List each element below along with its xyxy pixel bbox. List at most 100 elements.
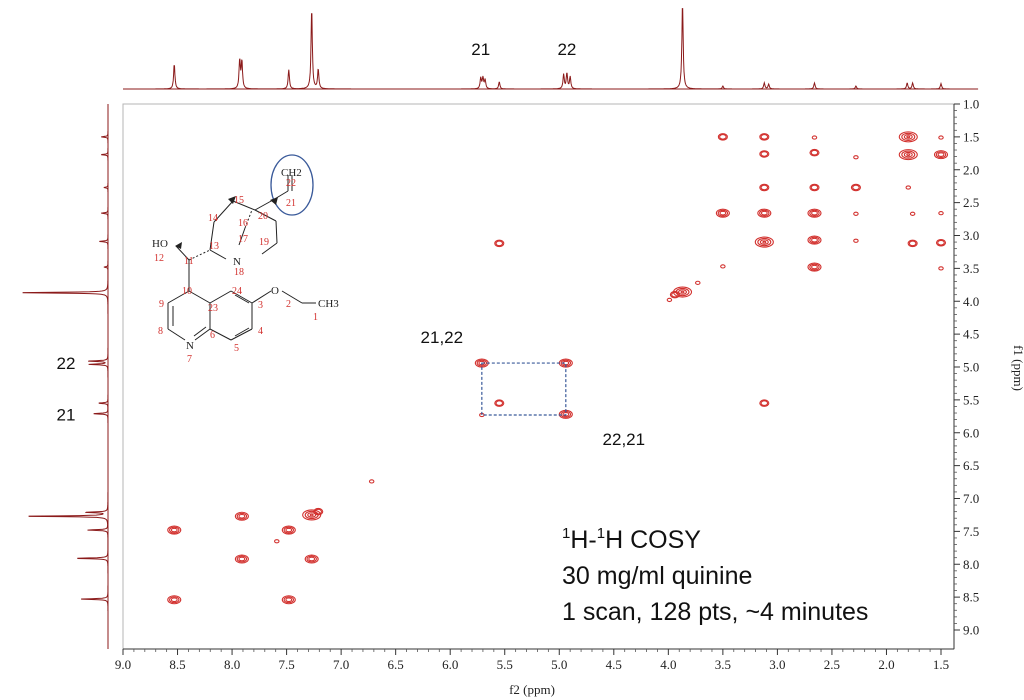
atom-num-2: 2 [286, 299, 291, 310]
cross-peak [666, 297, 673, 303]
info-line-1: 1H-1H COSY [562, 525, 701, 554]
atom-num-7: 7 [187, 354, 192, 365]
atom-num-22: 22 [286, 178, 296, 189]
cross-peak [807, 235, 822, 245]
y-axis: 1.0 1.5 2.0 2.5 3.0 3.5 4.0 4.5 5.0 5.5 6.0 6.5 7.0 7… [953, 97, 979, 649]
plot-frame [122, 103, 955, 650]
atom-num-14: 14 [208, 213, 218, 224]
cross-peak [853, 211, 859, 216]
cross-peak [935, 238, 947, 247]
cross-peak [167, 525, 182, 535]
cross-peak [850, 183, 861, 192]
atom-label-ho: HO [152, 238, 168, 250]
cross-peak [759, 183, 770, 192]
cross-peak [494, 239, 505, 248]
atom-num-10: 10 [182, 286, 192, 297]
cross-peak [907, 239, 918, 248]
atom-num-19: 19 [259, 237, 269, 248]
x-tick-label: 2.0 [878, 657, 894, 672]
y-tick-label: 7.5 [963, 524, 979, 539]
peak-annotation: 21 [471, 40, 490, 59]
atom-num-5: 5 [234, 343, 239, 354]
cross-peak [759, 150, 770, 158]
cross-peak [234, 554, 249, 564]
y-tick-label: 1.5 [963, 129, 979, 144]
x-axis: 9.0 8.5 8.0 7.5 7.0 6.5 6.0 5.5 5.0 4.5 4.0 3.5 3.0 2… [115, 648, 954, 672]
top-projection-trace [123, 8, 979, 90]
y-tick-label: 4.0 [963, 294, 979, 309]
info-rest: H COSY [605, 526, 701, 554]
x-tick-label: 8.0 [224, 657, 240, 672]
cross-peak [302, 509, 322, 521]
info-sup-2: 1 [597, 525, 605, 542]
atom-num-16: 16 [238, 218, 248, 229]
x-tick-label: 9.0 [115, 657, 131, 672]
atom-num-23: 23 [208, 303, 218, 314]
vinyl-highlight-circle [270, 154, 314, 216]
peak-annotation: 21,22 [421, 328, 464, 347]
y-tick-label: 3.0 [963, 228, 979, 243]
info-line-3: 1 scan, 128 pts, ~4 minutes [562, 598, 868, 626]
x-tick-label: 4.0 [660, 657, 676, 672]
cross-peak [759, 133, 770, 141]
x-tick-label: 2.5 [824, 657, 840, 672]
atom-label-o: O [271, 285, 279, 297]
peak-annotation: 21 [57, 405, 76, 424]
y-tick-label: 8.5 [963, 590, 979, 605]
left-projection-trace [22, 104, 109, 649]
correlation-highlight-box [481, 362, 567, 416]
x-tick-label: 6.5 [388, 657, 404, 672]
cross-peak [281, 595, 296, 605]
cross-peak [234, 511, 249, 521]
atom-num-24: 24 [232, 286, 242, 297]
info-mid: H- [570, 526, 596, 554]
cross-peak [754, 236, 774, 248]
cross-peak [494, 399, 505, 407]
cross-peak [759, 399, 770, 407]
x-tick-label: 8.5 [169, 657, 185, 672]
peak-annotation: 22 [57, 354, 76, 373]
atom-label-n2: N [186, 340, 194, 352]
cross-peak [274, 539, 280, 544]
cross-peak [933, 150, 949, 160]
y-axis-label: f1 (ppm) [1011, 345, 1024, 391]
left-projection [22, 104, 109, 649]
cross-peak [669, 290, 680, 299]
x-tick-label: 6.0 [442, 657, 458, 672]
x-tick-label: 5.5 [497, 657, 513, 672]
x-tick-label: 1.5 [933, 657, 949, 672]
x-tick-label: 4.5 [606, 657, 622, 672]
cross-peak [809, 148, 820, 157]
atom-label-ch3: CH3 [318, 298, 339, 310]
y-tick-label: 5.0 [963, 360, 979, 375]
peak-annotation: 22,21 [603, 430, 646, 449]
atom-num-9: 9 [159, 299, 164, 310]
atom-num-6: 6 [210, 330, 215, 341]
cross-peak [715, 208, 730, 218]
quinine-structure [167, 154, 316, 341]
cross-peak [811, 135, 818, 140]
y-tick-label: 1.0 [963, 97, 979, 112]
x-axis-label: f2 (ppm) [509, 682, 555, 697]
cross-peak [281, 525, 296, 535]
cross-peaks [167, 131, 949, 605]
cross-peak [720, 264, 726, 269]
cross-peak [938, 266, 944, 271]
atom-num-13: 13 [209, 241, 219, 252]
cross-peak [807, 262, 822, 272]
cross-peak [368, 479, 375, 484]
info-sup-1: 1 [562, 525, 570, 542]
structure-labels: CH2 HO N N O CH3 22 21 20 15 16 14 17 13… [152, 167, 339, 365]
atom-label-n1: N [233, 256, 241, 268]
cross-peak [807, 208, 822, 218]
cross-peak [313, 507, 324, 516]
cross-peak [304, 554, 319, 564]
atom-num-3: 3 [258, 300, 263, 311]
atom-num-17: 17 [238, 234, 248, 245]
y-tick-label: 5.5 [963, 392, 979, 407]
atom-num-18: 18 [234, 267, 244, 278]
y-tick-label: 6.0 [963, 425, 979, 440]
y-tick-label: 8.0 [963, 557, 979, 572]
x-tick-label: 7.0 [333, 657, 349, 672]
